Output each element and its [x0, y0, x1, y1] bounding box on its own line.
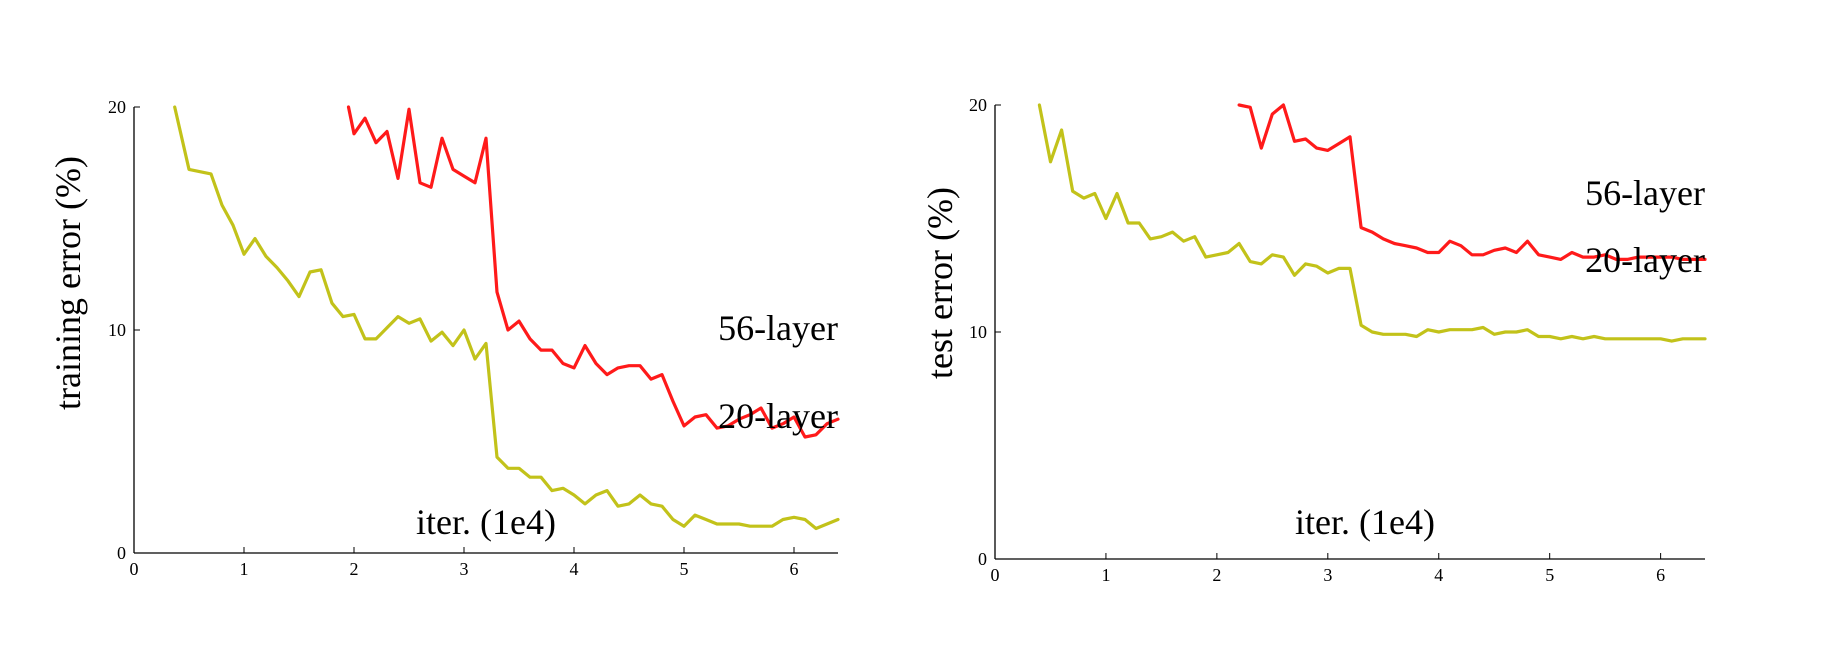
training-error-y-axis-title: training error (%) [48, 156, 88, 410]
test-error-y-tick-label: 10 [969, 322, 987, 342]
test-error-x-tick-label: 6 [1656, 565, 1665, 585]
test-error-x-tick-label: 3 [1323, 565, 1332, 585]
test-error-20-layer-label: 20-layer [1585, 240, 1705, 280]
training-error-series-20-layer [173, 105, 840, 531]
test-error-lines [1037, 103, 1707, 343]
test-error-series-56-layer [1237, 103, 1707, 261]
training-error-ticks: 0 1 2 3 4 5 6 0 10 20 [108, 97, 799, 579]
test-error-56-layer-label: 56-layer [1585, 173, 1705, 213]
training-error-x-tick-label: 6 [790, 559, 799, 579]
training-error-lines [173, 105, 840, 531]
test-error-ticks: 0 1 2 3 4 5 6 0 10 20 [969, 95, 1665, 585]
training-error-x-tick-label: 2 [350, 559, 359, 579]
test-error-x-tick-label: 5 [1545, 565, 1554, 585]
training-error-x-tick-label: 5 [680, 559, 689, 579]
test-error-x-tick-label: 0 [991, 565, 1000, 585]
test-error-y-tick-label: 20 [969, 95, 987, 115]
training-error-y-tick-label: 10 [108, 320, 126, 340]
test-error-y-axis-title: test error (%) [920, 187, 960, 379]
training-error-x-tick-label: 0 [130, 559, 139, 579]
training-error-chart: 0 1 2 3 4 5 6 0 10 20 iter. (1e4) training error … [48, 97, 840, 579]
training-error-20-layer-label: 20-layer [718, 396, 838, 436]
training-error-series-56-layer [346, 105, 840, 439]
test-error-x-tick-label: 4 [1434, 565, 1443, 585]
test-error-x-tick-label: 2 [1212, 565, 1221, 585]
training-error-x-tick-label: 3 [460, 559, 469, 579]
test-error-x-axis-title: iter. (1e4) [1295, 502, 1435, 542]
training-error-y-tick-label: 20 [108, 97, 126, 117]
test-error-x-tick-label: 1 [1101, 565, 1110, 585]
test-error-series-20-layer [1037, 103, 1707, 343]
training-error-56-layer-label: 56-layer [718, 308, 838, 348]
training-error-x-tick-label: 4 [570, 559, 579, 579]
training-error-x-tick-label: 1 [240, 559, 249, 579]
training-error-y-tick-label: 0 [117, 543, 126, 563]
test-error-y-tick-label: 0 [978, 549, 987, 569]
training-error-x-axis-title: iter. (1e4) [416, 502, 556, 542]
